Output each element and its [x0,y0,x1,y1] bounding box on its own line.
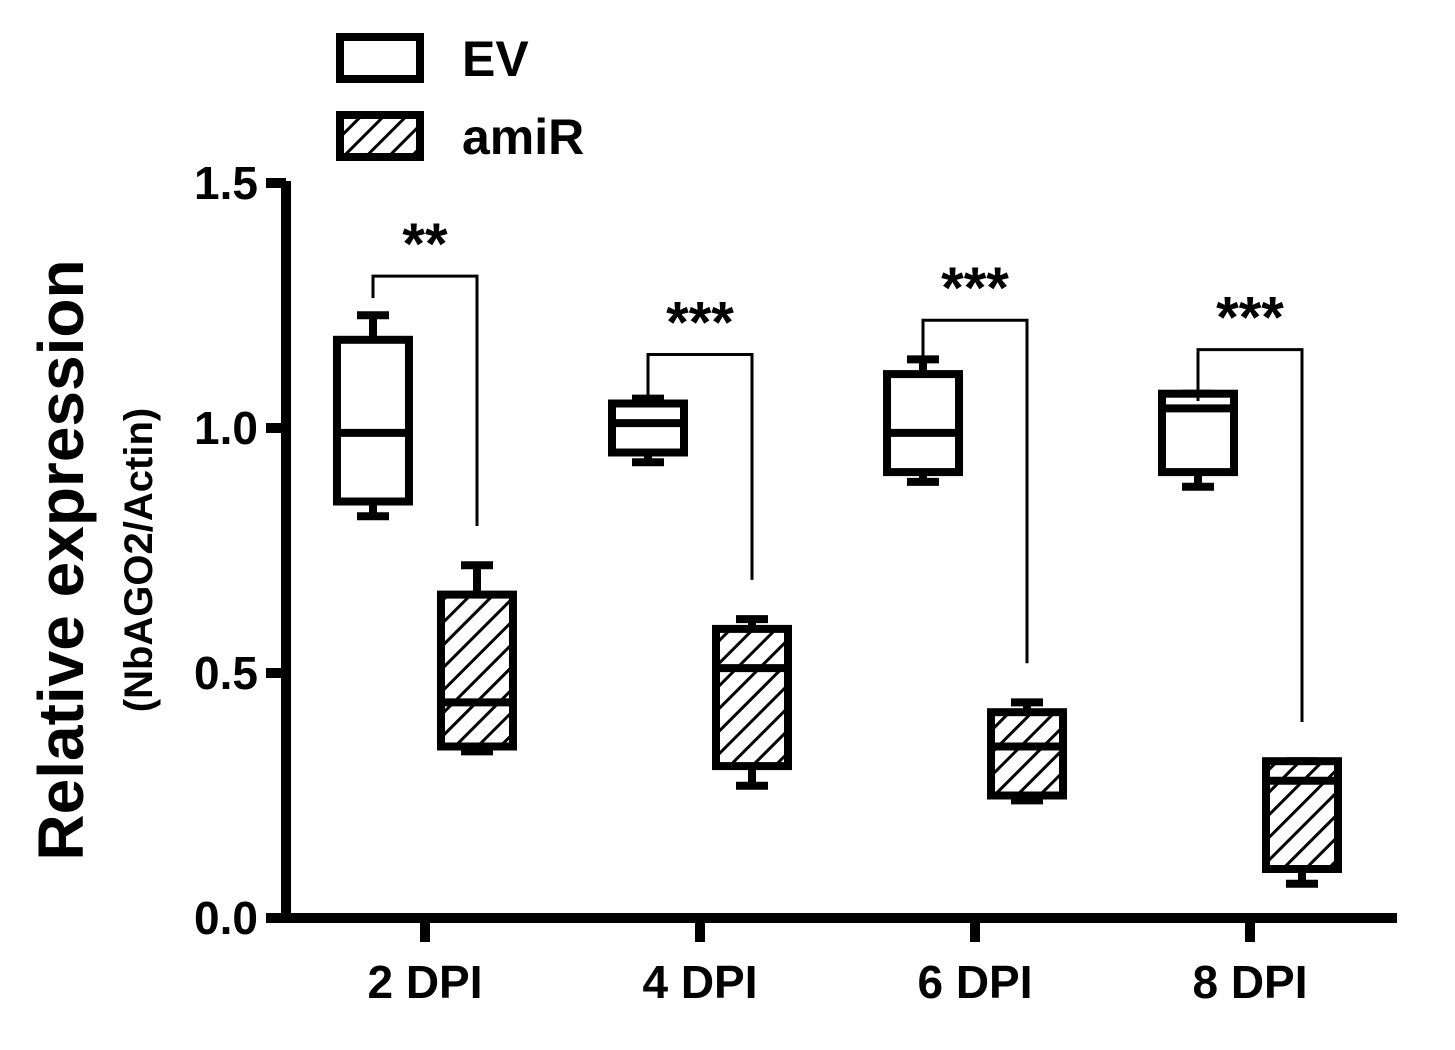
box-iqr [608,399,688,457]
legend-item-amir: amiR [336,109,584,165]
significance-bracket: *** [646,291,754,580]
y-axis-ticks: 0.0 0.5 1.0 1.5 [194,157,286,944]
x-tick-label: 6 DPI [917,956,1032,1008]
significance-label: *** [1216,286,1284,351]
box-ev [1158,389,1238,491]
box-amir [1262,757,1342,888]
box-ev [333,311,413,521]
box-iqr [712,624,792,771]
box-series [333,311,1342,888]
y-axis-title: Relative expression (NbAGO2/Actin) [25,259,161,860]
x-tick-label: 4 DPI [642,956,757,1008]
legend-label-amir: amiR [462,109,584,165]
significance-label: *** [941,256,1009,321]
significance-annotations: ******** *** [371,212,1304,722]
box-amir [987,698,1067,805]
box-ev [608,394,688,467]
y-tick-label: 0.5 [194,647,258,699]
y-tick-label: 0.0 [194,892,258,944]
y-tick-label: 1.0 [194,402,258,454]
significance-line [371,274,479,526]
x-tick-label: 8 DPI [1192,956,1307,1008]
y-tick-label: 1.5 [194,157,258,209]
box-iqr [437,590,517,751]
significance-line [646,353,754,580]
y-axis-label: Relative expression [25,259,97,860]
significance-label: *** [666,291,734,356]
box-amir [437,561,517,756]
significance-line [1196,348,1304,722]
significance-bracket: *** [921,256,1029,664]
legend-label-ev: EV [462,31,529,87]
box-iqr [333,335,413,506]
legend-item-ev: EV [336,31,529,87]
significance-bracket: *** [1196,286,1304,722]
x-axis-ticks: 2 DPI 4 DPI 6 DPI 8 DPI [367,918,1308,1008]
significance-label: ** [402,212,448,277]
box-iqr [883,370,963,477]
box-iqr [987,708,1067,800]
legend-swatch-ev [336,33,424,83]
significance-bracket: ** [371,212,479,526]
y-axis-sublabel: (NbAGO2/Actin) [117,408,161,712]
legend-swatch-amir [336,111,424,161]
significance-line [921,318,1029,664]
x-tick-label: 2 DPI [367,956,482,1008]
box-amir [712,615,792,790]
legend: EV amiR [336,31,584,165]
box-ev [883,355,963,486]
